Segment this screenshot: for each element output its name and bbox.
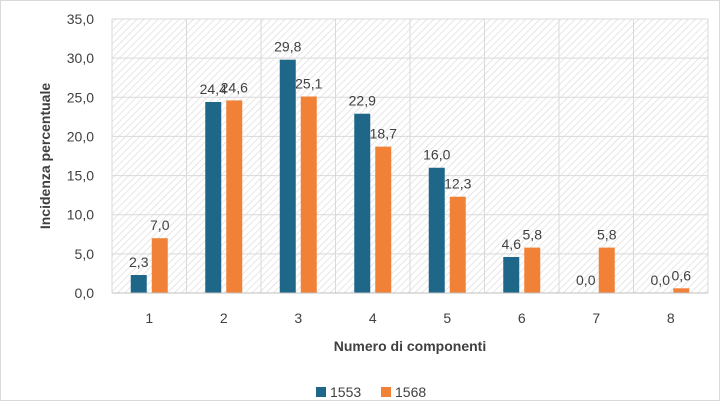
data-label-1568-8: 0,6 [672,267,692,283]
bar-1568-2 [226,100,243,293]
data-label-1568-4: 18,7 [370,126,397,142]
y-tick-label: 30,0 [67,50,94,66]
bars [130,59,690,294]
data-label-1553-6: 4,6 [502,236,522,252]
x-tick-label: 6 [518,310,526,326]
x-tick-label: 2 [220,310,228,326]
data-label-1553-5: 16,0 [423,147,450,163]
bar-1553-6 [503,256,520,293]
data-label-1553-7: 0,0 [576,272,596,288]
bar-1553-1 [130,274,147,293]
legend-label-1553: 1553 [330,384,361,400]
legend: 1553 1568 [316,384,426,400]
x-tick-label: 3 [294,310,302,326]
data-label-1568-1: 7,0 [150,217,170,233]
bar-1553-2 [205,101,222,294]
y-tick-label: 10,0 [67,207,94,223]
data-label-1553-8: 0,0 [651,272,671,288]
y-tick-label: 15,0 [67,168,94,184]
data-label-1568-2: 24,6 [221,79,248,95]
y-tick-label: 0,0 [75,285,95,301]
bar-1568-4 [375,146,392,293]
data-label-1568-5: 12,3 [444,176,471,192]
bar-1553-4 [354,113,371,294]
y-tick-label: 25,0 [67,89,94,105]
bar-1553-3 [279,59,296,293]
bar-1568-6 [524,247,541,293]
data-label-1568-3: 25,1 [295,76,322,92]
x-axis-title: Numero di componenti [334,338,486,354]
bar-1568-7 [598,247,615,293]
data-labels: 2,3 24,4 29,8 22,9 16,0 4,6 0,0 0,0 7,0 24,6 25,1 1… [129,39,691,288]
bar-1568-8 [673,288,690,293]
bar-1553-5 [428,167,445,293]
x-tick-label: 1 [145,310,153,326]
x-axis-tick-labels: 1 2 3 4 5 6 7 8 [145,310,675,326]
data-label-1553-2: 24,4 [200,81,227,97]
x-tick-label: 4 [369,310,377,326]
gridlines [111,18,709,294]
y-tick-label: 20,0 [67,128,94,144]
y-tick-label: 5,0 [75,246,95,262]
legend-swatch-1553 [316,387,326,397]
x-tick-label: 7 [592,310,600,326]
data-label-1553-4: 22,9 [349,93,376,109]
bar-1568-3 [300,96,317,293]
y-axis-title: Incidenza percentuale [37,83,53,229]
legend-swatch-1568 [381,387,391,397]
x-tick-label: 8 [667,310,675,326]
bar-1568-5 [449,196,466,293]
data-label-1553-3: 29,8 [274,39,301,55]
x-tick-label: 5 [443,310,451,326]
data-label-1553-1: 2,3 [129,254,149,270]
legend-label-1568: 1568 [395,384,426,400]
y-axis-tick-labels: 0,0 5,0 10,0 15,0 20,0 25,0 30,0 35,0 [67,11,94,301]
bar-1568-1 [151,238,168,293]
data-label-1568-6: 5,8 [523,227,543,243]
data-label-1568-7: 5,8 [597,227,617,243]
y-tick-label: 35,0 [67,11,94,27]
